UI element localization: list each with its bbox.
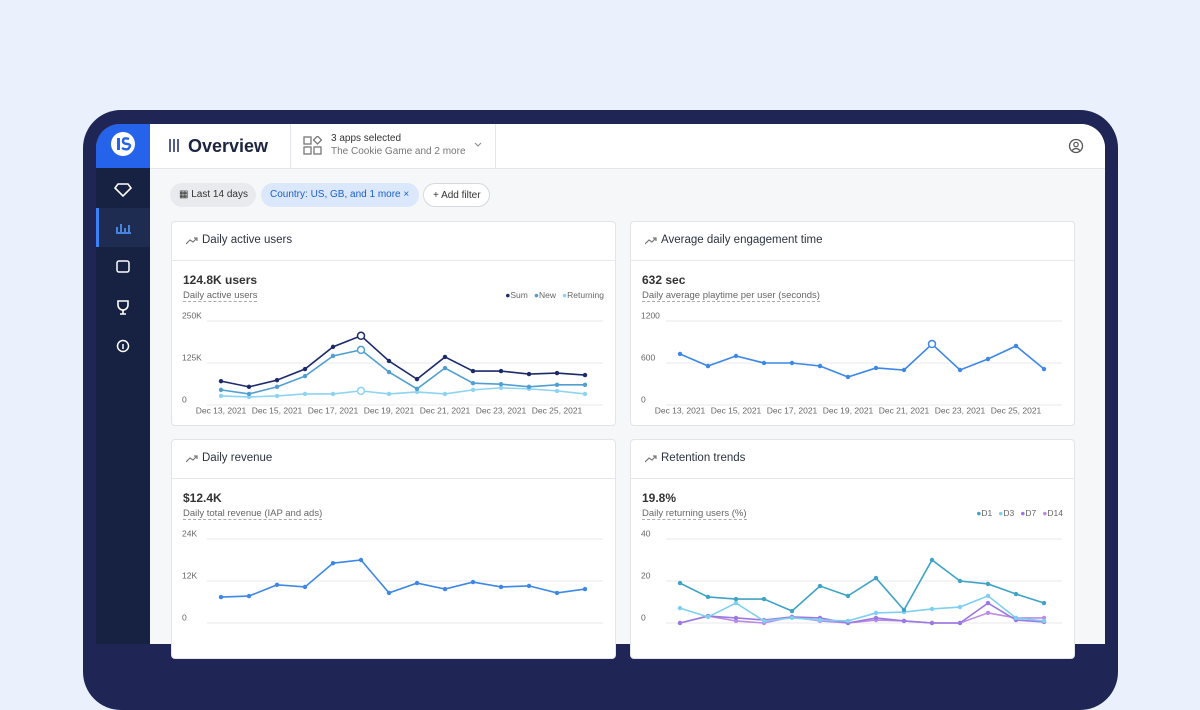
menu-icon[interactable] (168, 139, 180, 153)
nav-calendar[interactable] (116, 260, 130, 273)
add-filter[interactable]: + Add filter (423, 183, 490, 207)
card-metric: $12.4K (183, 491, 222, 505)
legend-label: Sum (510, 290, 528, 300)
legend-label: D1 (981, 508, 993, 518)
card-header: Daily active users (172, 222, 615, 261)
legend-dot: ● (505, 290, 511, 300)
legend: ●Sum ●New ●Returning (505, 290, 604, 300)
nav-gem[interactable] (113, 183, 133, 198)
legend-dot: ● (562, 290, 568, 300)
legend-item: ●D1 (976, 508, 992, 518)
legend-label: D3 (1003, 508, 1015, 518)
page-title: Overview (188, 136, 269, 156)
legend-dot: ● (533, 290, 539, 300)
top-bar: Overview 3 apps selected The Cookie Game… (150, 124, 1105, 169)
card-metric: 124.8K users (183, 273, 258, 287)
legend-dot: ● (1020, 508, 1026, 518)
legend-item: ●Sum (505, 290, 528, 300)
card-title: Average daily engagement time (661, 234, 823, 246)
card: Average daily engagement time 632 sec Dail… (630, 221, 1075, 426)
legend-item: ●D3 (998, 508, 1014, 518)
legend-dot: ● (998, 508, 1004, 518)
nav-active-bar (96, 208, 99, 247)
page: Overview 3 apps selected The Cookie Game… (83, 110, 1118, 710)
card-header: Retention trends (631, 440, 1074, 479)
card-subtitle: Daily total revenue (IAP and ads) (183, 508, 323, 520)
nav-active-bg (96, 208, 150, 247)
trend-icon (645, 237, 657, 245)
trend-icon (186, 237, 198, 245)
card-title: Daily revenue (202, 452, 273, 464)
card-subtitle: Daily active users (183, 290, 258, 302)
card-metric: 19.8% (642, 491, 677, 505)
logo-icon (111, 132, 135, 156)
country-filter-label: Country: US, GB, and 1 more (270, 189, 401, 200)
legend-item: ●Returning (562, 290, 604, 300)
legend-label: Returning (567, 290, 604, 300)
card: Daily active users 124.8K users Daily acti… (171, 221, 616, 426)
legend-dot: ● (1042, 508, 1048, 518)
legend-item: ●New (534, 290, 556, 300)
user-icon[interactable] (1068, 138, 1084, 154)
card-subtitle: Daily returning users (%) (642, 508, 747, 520)
apps-detail: The Cookie Game and 2 more (331, 146, 466, 157)
apps-selected: 3 apps selected (331, 133, 402, 144)
card: Retention trends 19.8% Daily returning use… (630, 439, 1075, 659)
card-subtitle: Daily average playtime per user (seconds… (642, 290, 820, 302)
logo[interactable] (96, 124, 150, 168)
apps-icon (303, 136, 323, 155)
card-title: Retention trends (661, 452, 746, 464)
trend-icon (186, 455, 198, 463)
nav-stats[interactable] (116, 224, 131, 234)
nav-trophy[interactable] (117, 300, 129, 315)
legend-label: D7 (1025, 508, 1037, 518)
country-filter[interactable]: Country: US, GB, and 1 more × (261, 183, 419, 207)
nav-info[interactable] (116, 339, 130, 353)
legend: ●D1 ●D3 ●D7 ●D14 (976, 508, 1063, 518)
nav-icons (96, 183, 150, 353)
date-filter[interactable]: ▦ Last 14 days (170, 183, 256, 207)
app-selector[interactable]: 3 apps selected The Cookie Game and 2 mo… (290, 124, 496, 168)
legend-dot: ● (976, 508, 982, 518)
card-metric: 632 sec (642, 273, 686, 287)
legend-label: New (538, 290, 556, 300)
card-title: Daily active users (202, 234, 293, 246)
date-filter-label: Last 14 days (191, 189, 248, 200)
card-header: Daily revenue (172, 440, 615, 479)
legend-item: ●D7 (1020, 508, 1036, 518)
sidebar (96, 124, 150, 644)
legend-item: ●D14 (1042, 508, 1063, 518)
card: Daily revenue $12.4K Daily total revenue (… (171, 439, 616, 659)
add-filter-label: + Add filter (433, 190, 481, 201)
chevron (474, 142, 482, 147)
trend-icon (645, 455, 657, 463)
card-header: Average daily engagement time (631, 222, 1074, 261)
legend-label: D14 (1047, 508, 1063, 518)
